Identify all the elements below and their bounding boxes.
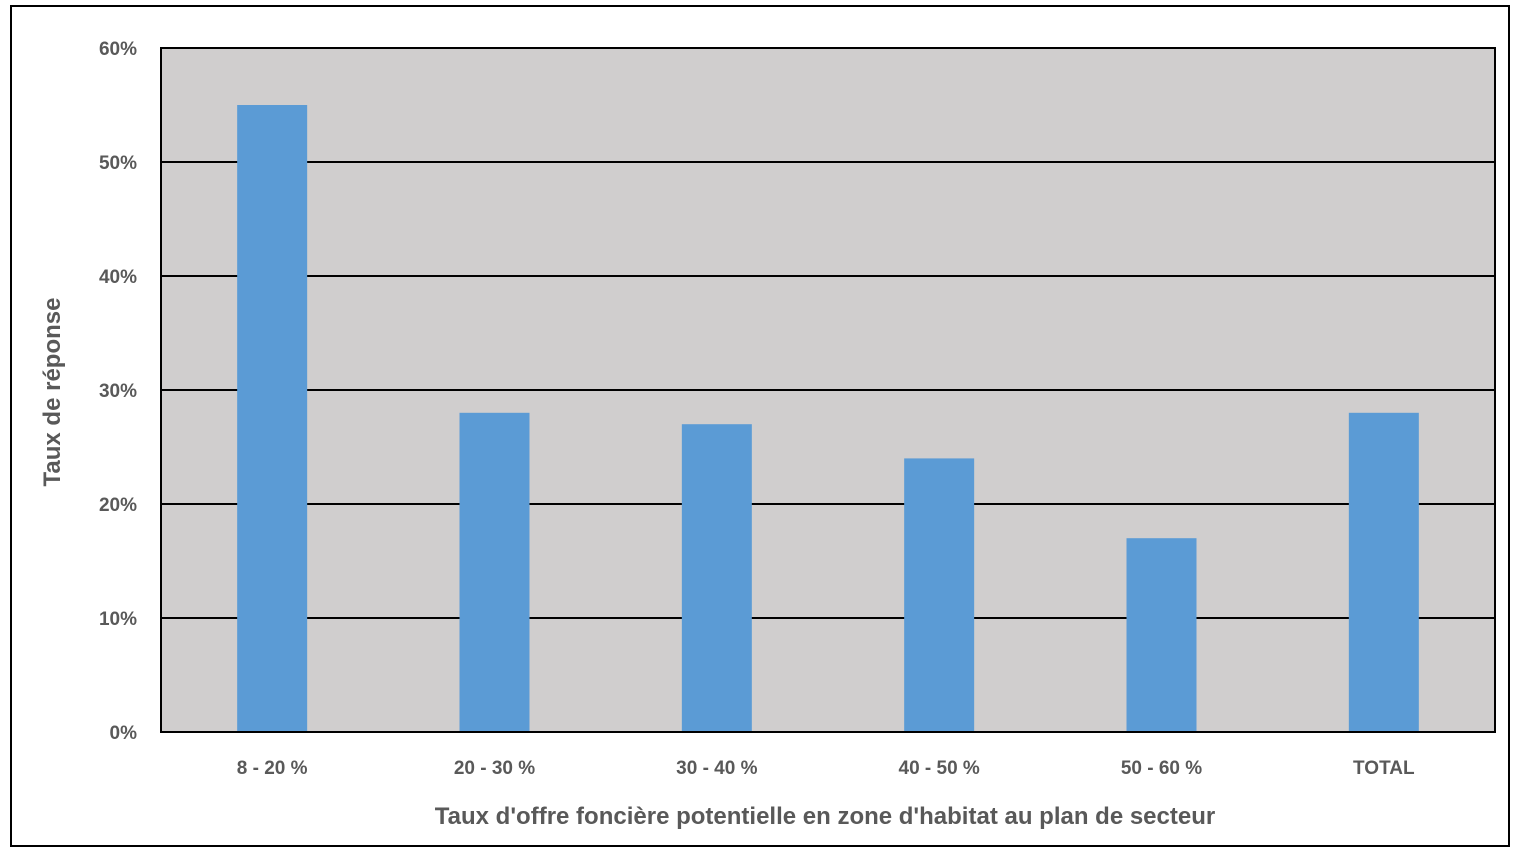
gridlines bbox=[161, 161, 1495, 619]
bar-4 bbox=[1126, 538, 1197, 732]
bar-0 bbox=[237, 105, 308, 732]
x-tick-label-0: 8 - 20 % bbox=[237, 758, 308, 779]
y-tick-label-3: 30% bbox=[99, 381, 137, 402]
bar-3 bbox=[904, 458, 975, 732]
bars bbox=[237, 105, 1419, 732]
y-tick-label-0: 0% bbox=[110, 723, 138, 744]
x-tick-label-2: 30 - 40 % bbox=[676, 758, 757, 779]
y-tick-label-2: 20% bbox=[99, 495, 137, 516]
x-tick-label-1: 20 - 30 % bbox=[454, 758, 535, 779]
bar-1 bbox=[459, 412, 530, 732]
y-tick-label-5: 50% bbox=[99, 153, 137, 174]
y-tick-label-6: 60% bbox=[99, 39, 137, 60]
bar-5 bbox=[1348, 412, 1419, 732]
x-axis-title: Taux d'offre foncière potentielle en zon… bbox=[435, 803, 1215, 830]
y-tick-label-1: 10% bbox=[99, 609, 137, 630]
x-tick-labels: 8 - 20 % 20 - 30 % 30 - 40 % 40 - 50 % 50 - … bbox=[237, 758, 1415, 779]
x-tick-label-5: TOTAL bbox=[1353, 758, 1415, 779]
plot-border bbox=[160, 47, 1496, 733]
bar-2 bbox=[681, 424, 752, 732]
y-tick-label-4: 40% bbox=[99, 267, 137, 288]
y-tick-labels: 0% 10% 20% 30% 40% 50% 60% bbox=[99, 39, 137, 744]
y-axis-title: Taux de réponse bbox=[39, 298, 66, 487]
x-tick-label-4: 50 - 60 % bbox=[1121, 758, 1202, 779]
x-tick-label-3: 40 - 50 % bbox=[899, 758, 980, 779]
